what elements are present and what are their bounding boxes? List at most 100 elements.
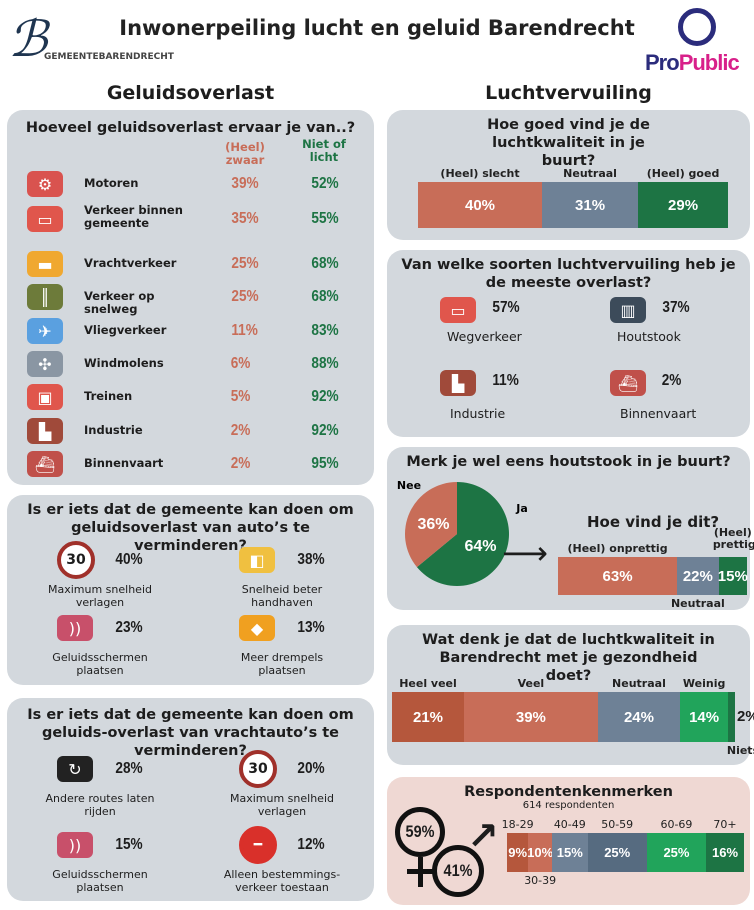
heavy-percentage: 25% <box>231 288 259 305</box>
windmill-icon: ✣ <box>27 351 63 377</box>
heavy-percentage: 5% <box>230 388 251 405</box>
column-light: Niet of licht <box>302 137 346 164</box>
car-measures-panel: Is er iets dat de gemeente kan doen om g… <box>7 495 374 685</box>
light-percentage: 83% <box>311 322 339 339</box>
female-symbol-bar <box>407 869 434 874</box>
female-symbol-icon: 59% <box>395 807 445 857</box>
age-chart: 9% 18-29 10% 30-39 15% 40-49 25% 50-59 25% 60-69 1… <box>502 818 744 887</box>
pollution-type-percentage: 37% <box>662 299 690 316</box>
noise-source-label: Vliegverkeer <box>84 323 167 337</box>
noise-source-label: Vrachtverkeer <box>84 256 177 270</box>
bar-value-label: 2% <box>737 708 754 725</box>
highway-icon: ║ <box>27 284 63 310</box>
airplane-icon: ✈ <box>27 318 63 344</box>
measure-item: ↻ 28% Andere routes laten rijden <box>35 756 175 826</box>
measure-percentage: 28% <box>115 760 143 777</box>
pollution-types-panel: Van welke soorten luchtvervuiling heb je… <box>387 250 750 437</box>
propublic-logo-mark <box>678 8 716 46</box>
wood-burning-panel: Merk je wel eens houtstook in je buurt? … <box>387 447 754 610</box>
wood-pie-chart: 64% Ja 36% Nee <box>397 479 527 586</box>
bar-category-label: Niets <box>726 744 754 757</box>
health-question: Wat denk je dat de luchtkwaliteit in Bar… <box>422 632 715 684</box>
pie-category-label: Nee <box>397 479 421 492</box>
speed-limit-30-icon: 30 <box>239 750 277 788</box>
bar-category-label: (Heel) goed <box>646 167 720 180</box>
section-title-air: Luchtvervuiling <box>485 82 652 104</box>
noise-source-label: Treinen <box>84 389 133 403</box>
noise-sources-panel: Hoeveel geluidsoverlast ervaar je van..?… <box>7 110 374 485</box>
heavy-percentage: 11% <box>231 322 258 339</box>
bar-segment <box>728 692 735 742</box>
light-percentage: 92% <box>311 388 339 405</box>
measure-item: ◧ 38% Snelheid beter handhaven <box>217 547 357 617</box>
measure-item: )) 15% Geluidsschermen plaatsen <box>35 832 175 902</box>
bar-segment: 24% <box>597 692 681 742</box>
noise-row: ✈ Vliegverkeer 11% 83% <box>7 318 374 352</box>
train-icon: ▣ <box>27 384 63 410</box>
motorcycle-icon: ⚙ <box>27 171 63 197</box>
measure-percentage: 23% <box>115 619 143 636</box>
respondents-count: 614 respondenten <box>522 800 615 811</box>
measure-item: )) 23% Geluidsschermen plaatsen <box>35 615 175 685</box>
light-percentage: 55% <box>311 210 339 227</box>
pollution-type-label: Binnenvaart <box>620 406 697 421</box>
propublic-logo-public: Public <box>678 50 740 75</box>
light-percentage: 95% <box>311 455 339 472</box>
pollution-types-question: Van welke soorten luchtvervuiling heb je… <box>401 257 736 291</box>
light-percentage: 68% <box>311 288 339 305</box>
bar-category-label: 18-29 <box>501 818 534 831</box>
bar-segment: 25% <box>587 833 647 872</box>
measure-percentage: 20% <box>297 760 325 777</box>
pollution-type-item: ▥ 37% Houtstook <box>602 295 712 355</box>
car-icon: ▭ <box>27 206 63 232</box>
noise-source-label: Industrie <box>84 423 143 437</box>
pie-value-label: 64% <box>465 538 497 555</box>
noise-row: ✣ Windmolens 6% 88% <box>7 351 374 385</box>
respondents-panel: Respondentenkenmerken 614 respondenten 5… <box>387 777 750 905</box>
health-chart: 21% Heel veel 39% Veel 24% Neutraal 14% Weinig 2… <box>392 677 754 757</box>
measure-percentage: 13% <box>297 619 325 636</box>
section-title-noise: Geluidsoverlast <box>106 82 275 104</box>
noise-row: ▭ Verkeer binnen gemeente 35% 55% <box>7 204 374 240</box>
measure-label: Maximum snelheid verlagen <box>47 583 152 609</box>
noise-row: ⚙ Motoren 39% 52% <box>7 171 374 205</box>
noise-row: ▙ Industrie 2% 92% <box>7 418 374 452</box>
bar-segment: 40% <box>418 182 542 228</box>
truck-measures-panel: Is er iets dat de gemeente kan doen om g… <box>7 698 374 901</box>
ship-icon: ⛴ <box>27 451 63 477</box>
male-percentage: 41% <box>443 861 473 880</box>
respondents-title: Respondentenkenmerken <box>464 784 673 800</box>
light-percentage: 92% <box>311 422 339 439</box>
bar-segment: 15% <box>552 833 588 872</box>
measure-label: Geluidsschermen plaatsen <box>52 651 148 677</box>
gemeente-logo: ℬ GEMEENTEBARENDRECHT <box>4 14 174 74</box>
truck-icon: ▬ <box>27 251 63 277</box>
pie-category-label: Ja <box>515 502 527 515</box>
bar-category-label: Heel veel <box>399 677 457 690</box>
propublic-logo-pro: Pro <box>645 50 680 75</box>
bar-segment: 63% <box>558 557 678 595</box>
pollution-type-percentage: 2% <box>661 372 682 389</box>
pollution-type-percentage: 11% <box>492 372 519 389</box>
truck-measures-question: Is er iets dat de gemeente kan doen om g… <box>27 707 354 759</box>
health-panel: Wat denk je dat de luchtkwaliteit in Bar… <box>387 625 754 765</box>
heavy-percentage: 6% <box>230 355 251 372</box>
measure-label: Geluidsschermen plaatsen <box>52 868 148 894</box>
measure-item: ◆ 13% Meer drempels plaatsen <box>217 615 357 685</box>
column-heavy: (Heel) zwaar <box>225 140 265 167</box>
pollution-type-label: Industrie <box>450 406 506 421</box>
heavy-percentage: 39% <box>231 175 259 192</box>
arrow-right-icon: ⟶ <box>502 534 548 572</box>
bar-segment: 29% <box>638 182 728 228</box>
noise-source-label: Windmolens <box>84 356 164 370</box>
ship-icon: ⛴ <box>610 370 646 396</box>
b-logo-mark: ℬ <box>8 10 48 68</box>
pie-value-label: 36% <box>417 516 449 533</box>
car-measures-question: Is er iets dat de gemeente kan doen om g… <box>27 502 354 554</box>
noise-question: Hoeveel geluidsoverlast ervaar je van..? <box>25 120 356 136</box>
measure-label: Alleen bestemmings-verkeer toestaan <box>223 868 341 894</box>
noise-row: ⛴ Binnenvaart 2% 95% <box>7 451 374 485</box>
car-icon: ▭ <box>440 297 476 323</box>
bar-segment: 25% <box>646 833 707 872</box>
bar-segment: 39% <box>464 692 598 742</box>
